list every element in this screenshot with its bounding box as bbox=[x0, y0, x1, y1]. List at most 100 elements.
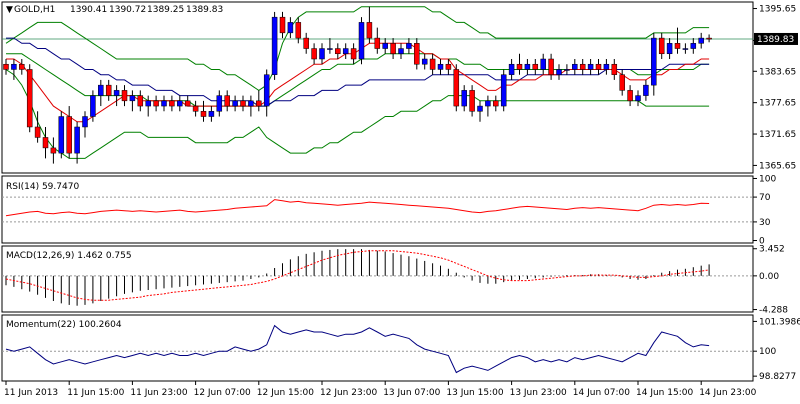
current-price-label: 1389.83 bbox=[757, 35, 794, 45]
candle-body bbox=[342, 48, 349, 55]
time-tick-label: 11 Jun 15:00 bbox=[67, 388, 124, 398]
candle-body bbox=[50, 147, 57, 154]
candle-body bbox=[532, 63, 539, 70]
candle-body bbox=[358, 22, 365, 60]
candle-body bbox=[698, 37, 704, 44]
candle-body bbox=[90, 95, 96, 117]
candle-body bbox=[658, 37, 665, 55]
candle-body bbox=[216, 95, 223, 112]
ohlc-low: 1389.25 bbox=[147, 5, 184, 15]
rsi-frame bbox=[1, 175, 754, 244]
candle-body bbox=[248, 100, 254, 107]
candle-body bbox=[34, 126, 41, 138]
candle-body bbox=[256, 100, 262, 107]
momentum-ytick-label: 101.3986 bbox=[759, 317, 800, 327]
candle-body bbox=[493, 100, 499, 107]
candle-body bbox=[327, 48, 333, 50]
candle-body bbox=[516, 63, 523, 70]
candle-body bbox=[3, 63, 9, 70]
candle-body bbox=[279, 16, 286, 34]
candle-body bbox=[98, 84, 104, 96]
candle-body bbox=[587, 63, 594, 70]
candle-body bbox=[485, 100, 491, 107]
rsi-title: RSI(14) 59.7470 bbox=[6, 182, 79, 192]
candle-body bbox=[579, 63, 586, 70]
price-ytick-label: 1383.65 bbox=[759, 67, 796, 77]
momentum-title: Momentum(22) 100.2604 bbox=[6, 320, 122, 330]
candle-body bbox=[627, 90, 633, 102]
collapse-triangle-icon[interactable]: ▼ bbox=[6, 5, 13, 15]
time-tick-label: 14 Jun 23:00 bbox=[699, 388, 756, 398]
candle-body bbox=[295, 22, 302, 39]
rsi-ytick-label: 0 bbox=[759, 237, 765, 247]
candle-body bbox=[335, 48, 341, 55]
candle-body bbox=[572, 63, 578, 70]
candle-body bbox=[350, 48, 357, 60]
candle-body bbox=[319, 48, 325, 60]
time-axis: 11 Jun 2013 11 Jun 15:00 11 Jun 23:00 12 Ju… bbox=[4, 381, 757, 398]
candle-body bbox=[58, 116, 65, 154]
candle-body bbox=[635, 95, 641, 102]
candle-body bbox=[382, 43, 388, 49]
candle-body bbox=[477, 105, 483, 112]
candle-body bbox=[137, 95, 144, 107]
candle-body bbox=[611, 63, 618, 75]
candle-body bbox=[240, 100, 246, 107]
rsi-ytick-label: 70 bbox=[759, 193, 771, 203]
candle-body bbox=[595, 63, 602, 70]
candle-body bbox=[706, 37, 712, 40]
candle-body bbox=[169, 100, 175, 107]
candle-body bbox=[540, 58, 546, 70]
rsi-ytick-label: 100 bbox=[759, 174, 776, 184]
candle-body bbox=[208, 111, 215, 117]
candle-body bbox=[145, 100, 151, 107]
price-panel: 1395.651389.551383.651377.651371.651365.… bbox=[2, 5, 798, 171]
mom-frame bbox=[1, 314, 754, 382]
candle-body bbox=[666, 43, 673, 55]
candle-body bbox=[311, 48, 317, 60]
ohlc-high: 1390.72 bbox=[109, 5, 146, 15]
candle-body bbox=[398, 48, 404, 55]
candle-body bbox=[26, 69, 33, 128]
candle-body bbox=[224, 95, 230, 107]
candle-body bbox=[461, 90, 467, 107]
candle-body bbox=[303, 37, 309, 49]
bollinger-upper bbox=[5, 6, 710, 92]
candle-body bbox=[445, 63, 452, 70]
ohlc-close: 1389.83 bbox=[186, 5, 223, 15]
candle-body bbox=[643, 84, 649, 96]
candle-body bbox=[556, 69, 562, 75]
momentum-ytick-label: 98.8277 bbox=[759, 372, 796, 382]
candle-body bbox=[603, 63, 610, 70]
candle-body bbox=[406, 43, 412, 49]
price-title: GOLD,H1 bbox=[14, 5, 55, 15]
candle-body bbox=[682, 48, 689, 50]
candle-body bbox=[153, 100, 159, 107]
time-tick-label: 12 Jun 23:00 bbox=[320, 388, 377, 398]
rsi-ytick-label: 30 bbox=[759, 218, 771, 228]
macd-ytick-label: -4.288 bbox=[759, 306, 788, 316]
candle-body bbox=[500, 74, 507, 107]
candle-body bbox=[690, 43, 697, 49]
candle-body bbox=[66, 116, 72, 154]
time-tick-label: 11 Jun 23:00 bbox=[130, 388, 187, 398]
candle-body bbox=[19, 63, 25, 70]
rsi-panel: 100 70 30 0 bbox=[2, 174, 776, 247]
current-price-box bbox=[754, 32, 798, 45]
rsi-line bbox=[5, 199, 710, 217]
momentum-line bbox=[5, 324, 710, 374]
candle-body bbox=[161, 100, 167, 107]
candle-body bbox=[469, 90, 475, 112]
candle-body bbox=[619, 74, 625, 91]
candle-body bbox=[113, 90, 120, 96]
momentum-ytick-label: 100 bbox=[759, 347, 776, 357]
candle-body bbox=[129, 95, 136, 102]
candle-body bbox=[11, 63, 17, 70]
candle-body bbox=[42, 137, 49, 149]
time-tick-label: 11 Jun 2013 bbox=[4, 388, 58, 398]
price-frame bbox=[1, 1, 754, 174]
candle-body bbox=[453, 69, 460, 107]
ohlc-open: 1390.41 bbox=[70, 5, 107, 15]
